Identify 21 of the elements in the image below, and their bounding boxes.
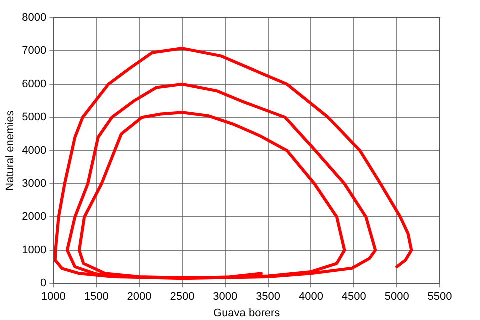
- x-tick-label: 2000: [127, 291, 152, 304]
- x-tick-label: 5000: [384, 291, 410, 304]
- y-tick-label: 3000: [22, 178, 47, 190]
- x-tick-label: 3000: [213, 291, 238, 304]
- x-tick-label: 2500: [170, 291, 195, 304]
- y-tick-label: 8000: [22, 12, 47, 24]
- x-tick-label: 1000: [41, 291, 66, 304]
- y-tick-label: 1000: [22, 244, 47, 256]
- y-tick-label: 2000: [22, 211, 47, 224]
- y-tick-label: 6000: [22, 78, 47, 90]
- y-tick-label: 7000: [22, 45, 47, 58]
- x-tick-label: 3500: [256, 291, 281, 304]
- x-tick-label: 1500: [84, 291, 109, 304]
- x-tick-label: 5500: [428, 291, 452, 304]
- x-axis-title: Guava borers: [214, 307, 281, 320]
- y-tick-label: 5000: [22, 112, 47, 124]
- x-tick-label: 4000: [298, 291, 324, 304]
- y-tick-label: 4000: [22, 144, 47, 157]
- x-tick-label: 4500: [342, 291, 366, 304]
- y-tick-label: 0: [40, 278, 47, 290]
- y-axis-title: Natural enemies: [4, 110, 17, 191]
